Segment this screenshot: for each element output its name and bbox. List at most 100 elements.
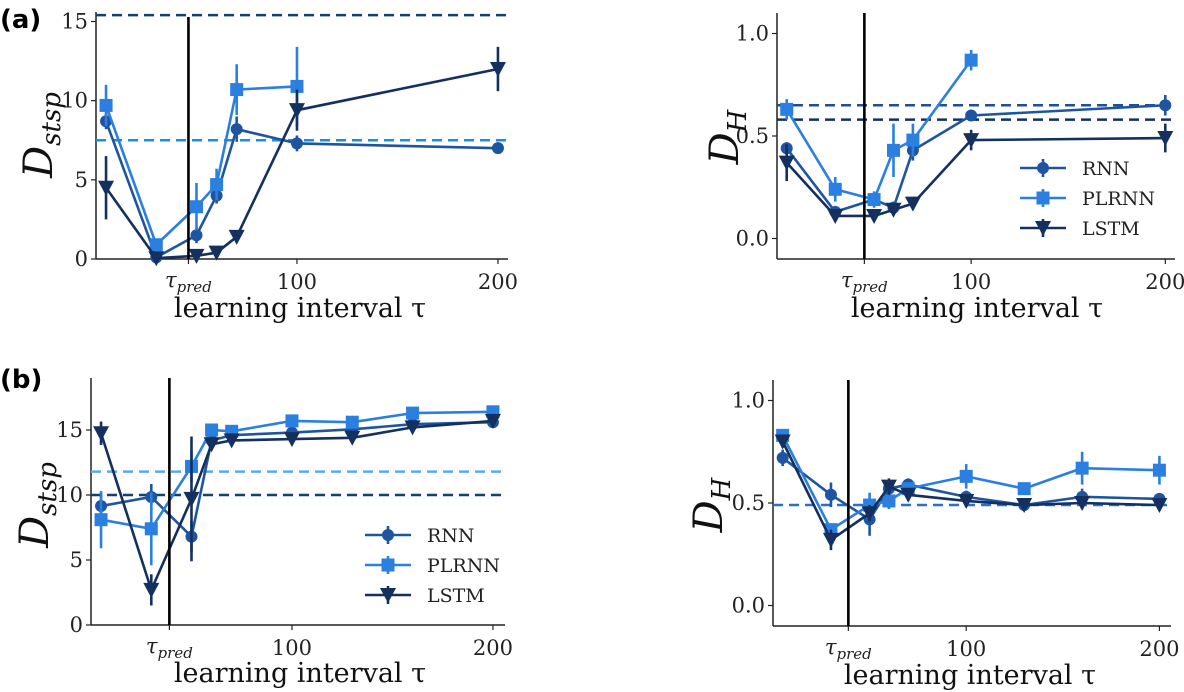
- legend-label-plrnn: PLRNN: [427, 555, 500, 577]
- triangle-marker: [900, 487, 917, 503]
- y-axis-label: Dstsp: [16, 92, 67, 179]
- x-tick-label: 200: [1139, 637, 1179, 661]
- legend-label-lstm: LSTM: [1082, 218, 1140, 240]
- triangle-marker: [143, 582, 160, 598]
- square-marker: [1017, 482, 1031, 496]
- triangle-marker: [1074, 496, 1091, 511]
- triangle-marker: [404, 420, 421, 436]
- square-marker: [285, 414, 299, 428]
- triangle-marker: [203, 437, 220, 453]
- circle-marker: [190, 229, 203, 242]
- y-axis-label-main: D: [702, 132, 748, 165]
- square-marker: [828, 182, 842, 196]
- tau-pred-tick-label: τpred: [825, 635, 872, 663]
- tau-pred-subscript: pred: [158, 644, 193, 662]
- y-tick-label: 15: [61, 10, 88, 34]
- y-axis-label: DH: [686, 476, 737, 533]
- triangle-marker: [484, 413, 501, 429]
- triangle-marker: [1151, 498, 1168, 514]
- series-line: [785, 59, 973, 201]
- tau-symbol: τ: [165, 268, 177, 292]
- square-marker: [1152, 463, 1166, 477]
- x-axis-label: learning interval τ: [174, 658, 426, 689]
- y-tick-label: 1.0: [736, 22, 769, 46]
- tau-symbol: τ: [841, 268, 853, 292]
- series-lstm: [93, 413, 501, 606]
- x-tick-label: 200: [473, 636, 513, 660]
- y-tick-label: 10: [56, 483, 83, 507]
- triangle-marker: [344, 430, 361, 446]
- square-marker: [886, 143, 900, 157]
- x-tick-label: 100: [277, 270, 317, 294]
- y-axis-label-subscript: stsp: [37, 92, 67, 146]
- square-marker: [149, 238, 163, 252]
- square-marker: [189, 200, 203, 214]
- series-line: [104, 85, 298, 247]
- legend: RNN PLRNN LSTM: [1020, 158, 1155, 240]
- square-marker: [906, 133, 920, 147]
- y-axis-label-subscript: stsp: [33, 462, 63, 516]
- square-marker: [205, 423, 219, 437]
- square-marker: [959, 469, 973, 483]
- series-lstm: [774, 434, 1168, 551]
- x-axis-label: learning interval τ: [851, 293, 1103, 324]
- legend-label-lstm: LSTM: [427, 585, 485, 607]
- y-axis-label-main: D: [12, 516, 58, 549]
- tau-pred-tick-label: τpred: [146, 634, 193, 662]
- square-marker: [345, 415, 359, 429]
- y-tick-label: 15: [56, 418, 83, 442]
- series-plrnn: [780, 49, 978, 208]
- triangle-marker: [885, 202, 902, 218]
- square-marker: [964, 53, 978, 67]
- circle-marker: [290, 137, 303, 150]
- series-line: [104, 67, 499, 260]
- triangle-marker: [148, 251, 165, 267]
- triangle-marker: [1016, 498, 1033, 514]
- legend: RNN PLRNN LSTM: [365, 525, 500, 607]
- tau-pred-subscript: pred: [837, 645, 872, 663]
- triangle-marker: [963, 133, 980, 149]
- series-line: [781, 456, 1160, 521]
- square-marker: [381, 558, 395, 572]
- square-marker: [144, 522, 158, 536]
- triangle-marker: [861, 506, 878, 522]
- panel-label: (b): [0, 365, 42, 395]
- circle-marker: [965, 109, 978, 122]
- circle-marker: [824, 488, 837, 501]
- square-marker: [94, 513, 108, 527]
- square-marker: [230, 83, 244, 97]
- tau-pred-tick-label: τpred: [841, 268, 888, 296]
- triangle-marker: [880, 479, 897, 495]
- triangle-marker: [98, 180, 115, 196]
- triangle-marker: [93, 426, 110, 442]
- x-tick-label: 200: [478, 270, 518, 294]
- tau-symbol: τ: [146, 634, 158, 658]
- square-marker: [780, 102, 794, 116]
- triangle-marker: [822, 532, 839, 548]
- y-tick-label: 10: [61, 89, 88, 113]
- circle-marker: [1159, 99, 1172, 112]
- square-marker: [867, 193, 881, 207]
- triangle-marker: [866, 208, 883, 224]
- triangle-marker: [489, 62, 506, 77]
- square-marker: [290, 79, 304, 93]
- square-marker: [210, 178, 224, 192]
- circle-marker: [776, 451, 789, 464]
- x-tick-label: 100: [946, 637, 986, 661]
- square-marker: [99, 98, 113, 112]
- series-lstm: [98, 46, 506, 267]
- x-tick-label: 100: [272, 636, 312, 660]
- y-axis-label-main: D: [16, 146, 62, 179]
- x-axis-label: learning interval τ: [844, 660, 1096, 691]
- triangle-marker: [1157, 131, 1174, 147]
- square-marker: [406, 406, 420, 420]
- triangle-marker: [904, 196, 921, 212]
- triangle-marker: [188, 248, 205, 264]
- y-axis-label-subscript: H: [707, 476, 737, 501]
- triangle-marker: [228, 229, 245, 245]
